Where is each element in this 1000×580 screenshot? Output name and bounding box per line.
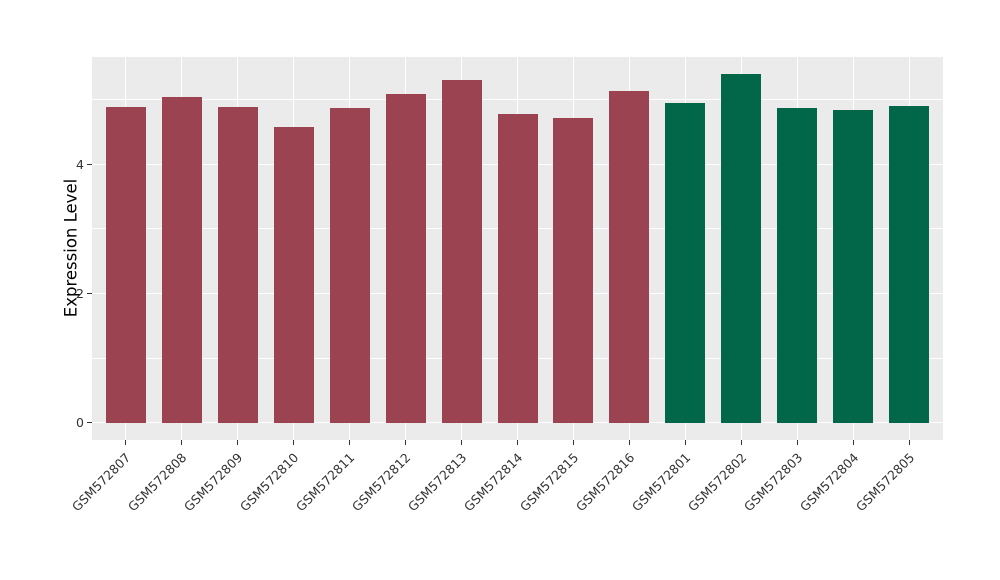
bar-GSM572803 xyxy=(777,108,818,423)
x-tick-label: GSM572810 xyxy=(237,449,302,515)
x-tick-label: GSM572813 xyxy=(405,449,470,515)
x-tick-label: GSM572812 xyxy=(349,449,414,515)
y-tick-mark xyxy=(87,163,92,165)
x-tick-label: GSM572814 xyxy=(461,449,526,515)
x-tick-mark xyxy=(852,440,854,445)
bar-GSM572812 xyxy=(385,94,426,423)
bar-GSM572802 xyxy=(721,73,762,423)
bar-GSM572808 xyxy=(161,97,202,423)
x-tick-mark xyxy=(908,440,910,445)
x-tick-label: GSM572807 xyxy=(69,449,134,515)
y-tick-mark xyxy=(87,292,92,294)
x-tick-mark xyxy=(124,440,127,445)
x-tick-label: GSM572815 xyxy=(517,449,582,515)
x-tick-mark xyxy=(796,440,799,445)
x-tick-label: GSM572808 xyxy=(125,449,190,515)
x-tick-mark xyxy=(348,440,351,445)
bar-GSM572801 xyxy=(665,102,706,423)
x-tick-mark xyxy=(460,440,463,445)
x-tick-mark xyxy=(516,440,519,445)
bar-GSM572804 xyxy=(833,109,874,423)
bar-GSM572816 xyxy=(609,91,650,423)
x-tick-mark xyxy=(572,440,575,445)
x-tick-label: GSM572801 xyxy=(629,449,694,515)
y-tick-label: 4 xyxy=(76,156,84,172)
bar-GSM572810 xyxy=(273,126,314,423)
y-tick-label: 0 xyxy=(76,415,84,431)
y-tick-label: 2 xyxy=(76,285,84,301)
x-tick-label: GSM572802 xyxy=(685,449,750,515)
x-tick-mark xyxy=(684,440,687,445)
plot-panel xyxy=(92,57,943,440)
x-tick-mark xyxy=(404,440,407,445)
bar-GSM572815 xyxy=(553,117,594,423)
bar-GSM572805 xyxy=(889,106,930,423)
bar-GSM572814 xyxy=(497,113,538,423)
x-tick-label: GSM572809 xyxy=(181,449,246,515)
x-tick-label: GSM572816 xyxy=(573,449,638,515)
x-tick-mark xyxy=(236,440,239,445)
x-tick-label: GSM572811 xyxy=(293,449,358,515)
bar-GSM572807 xyxy=(105,106,146,423)
bar-GSM572813 xyxy=(441,79,482,423)
x-tick-mark xyxy=(628,440,631,445)
bar-GSM572811 xyxy=(329,108,370,423)
x-tick-mark xyxy=(292,440,295,445)
bar-GSM572809 xyxy=(217,107,258,423)
x-tick-label: GSM572803 xyxy=(741,449,806,515)
y-tick-mark xyxy=(87,421,92,424)
x-tick-label: GSM572805 xyxy=(853,449,918,515)
x-tick-label: GSM572804 xyxy=(797,449,862,515)
x-tick-mark xyxy=(180,440,183,445)
x-tick-mark xyxy=(740,440,743,445)
